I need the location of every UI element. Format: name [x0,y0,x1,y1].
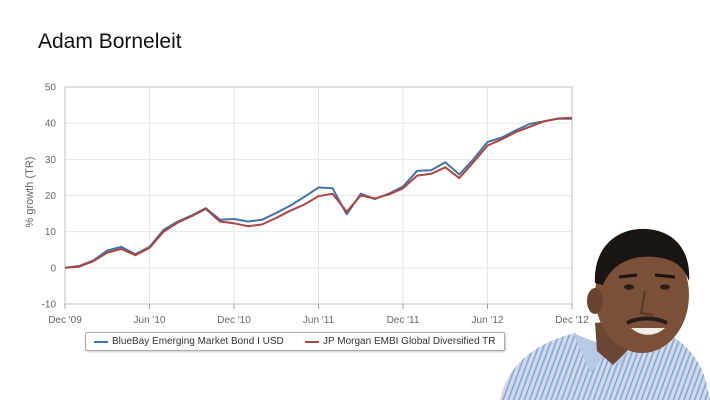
legend-label-jpmorgan: JP Morgan EMBI Global Diversified TR [323,336,496,347]
mustache [626,316,668,325]
portrait-photo [500,228,710,400]
chart-legend: BlueBay Emerging Market Bond I USD JP Mo… [85,332,505,351]
x-tick-label: Dec '10 [217,315,251,326]
x-tick-label: Jun '11 [303,315,335,326]
legend-swatch-jpmorgan [305,340,319,343]
y-axis-ticks: -10 0 10 20 30 40 50 [42,83,57,311]
x-tick-label: Dec '12 [555,315,589,326]
x-tick-label: Jun '10 [134,315,166,326]
ear [587,288,603,314]
smile [631,328,665,335]
page-title: Adam Borneleit [38,30,182,53]
y-tick-label: 0 [50,263,56,274]
legend-label-bluebay: BlueBay Emerging Market Bond I USD [112,336,284,347]
legend-item-jpmorgan[interactable]: JP Morgan EMBI Global Diversified TR [305,336,495,347]
eyebrows [618,273,676,279]
x-tick-label: Dec '11 [387,315,420,326]
y-axis-label: % growth (TR) [24,157,36,228]
y-tick-label: 50 [45,83,57,94]
series-line-jpmorgan [64,116,573,269]
y-tick-label: 20 [45,191,57,202]
legend-swatch-bluebay [94,340,108,343]
y-tick-label: 10 [45,227,57,238]
x-axis-ticks: Dec '09 Jun '10 Dec '10 Jun '11 Dec '11 Jun '… [48,304,589,326]
hair [594,228,690,285]
x-tick-label: Jun '12 [472,315,504,326]
y-tick-label: 30 [45,155,57,166]
series-lines [64,116,573,269]
y-tick-label: 40 [45,119,57,130]
nose [639,290,654,316]
x-tick-label: Dec '09 [48,315,82,326]
y-tick-label: -10 [42,300,57,311]
legend-item-bluebay[interactable]: BlueBay Emerging Market Bond I USD [94,336,284,347]
